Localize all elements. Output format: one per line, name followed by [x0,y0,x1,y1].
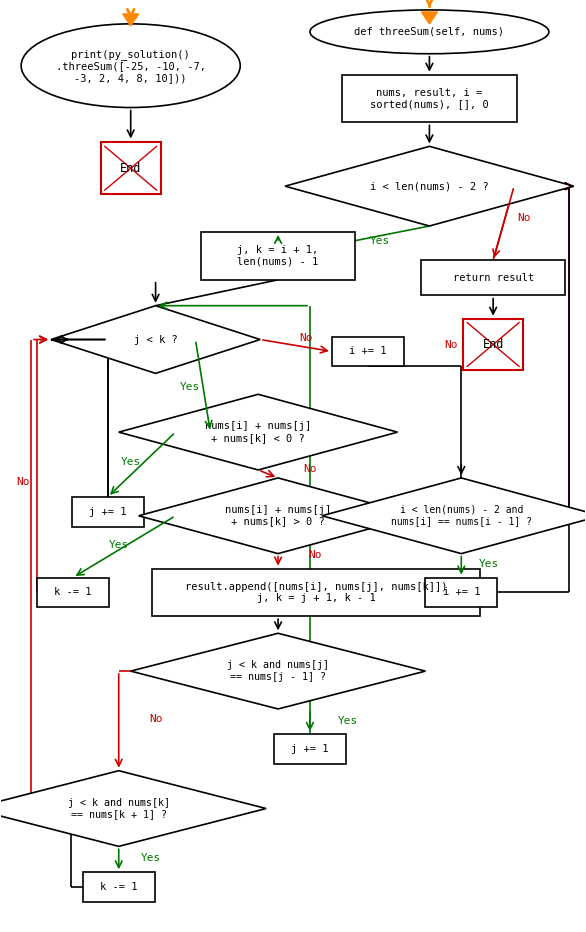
Text: result.append([nums[i], nums[j], nums[k]])
j, k = j + 1, k - 1: result.append([nums[i], nums[j], nums[k]… [185,582,447,603]
Text: End: End [482,338,504,351]
Text: End: End [120,162,141,175]
Text: j < k ?: j < k ? [134,335,178,345]
FancyBboxPatch shape [152,569,480,616]
Text: Yes: Yes [370,236,390,246]
Text: i += 1: i += 1 [349,347,386,356]
FancyBboxPatch shape [421,260,565,295]
Text: i += 1: i += 1 [442,587,480,597]
Text: No: No [445,339,458,350]
FancyBboxPatch shape [425,578,497,608]
Text: Yes: Yes [121,457,141,467]
Ellipse shape [310,10,549,54]
Polygon shape [285,146,574,226]
Text: j < k and nums[j]
== nums[j - 1] ?: j < k and nums[j] == nums[j - 1] ? [227,660,329,682]
Polygon shape [122,14,139,26]
FancyBboxPatch shape [342,75,516,122]
Text: Yes: Yes [141,854,161,863]
Text: j += 1: j += 1 [291,744,329,754]
Text: Yes: Yes [338,716,358,726]
Text: j += 1: j += 1 [89,507,127,516]
Text: k -= 1: k -= 1 [54,587,91,597]
Polygon shape [0,771,266,846]
FancyBboxPatch shape [201,232,355,280]
Text: No: No [149,714,162,724]
Text: return result: return result [452,273,534,282]
Polygon shape [119,394,397,470]
Text: i < len(nums) - 2 ?: i < len(nums) - 2 ? [370,181,489,191]
Text: No: No [16,477,30,487]
FancyBboxPatch shape [464,319,523,370]
Text: def threeSum(self, nums): def threeSum(self, nums) [355,27,505,37]
Text: nums[i] + nums[j]
+ nums[k] > 0 ?: nums[i] + nums[j] + nums[k] > 0 ? [225,505,331,527]
Text: No: No [308,550,322,559]
Polygon shape [421,12,437,24]
Text: nums[i] + nums[j]
+ nums[k] < 0 ?: nums[i] + nums[j] + nums[k] < 0 ? [205,421,311,443]
Polygon shape [51,306,260,374]
Text: j, k = i + 1,
len(nums) - 1: j, k = i + 1, len(nums) - 1 [237,245,319,267]
Text: No: No [303,464,316,474]
Polygon shape [139,478,417,554]
Ellipse shape [21,24,240,107]
Text: Yes: Yes [479,558,499,569]
Text: Yes: Yes [180,382,200,392]
FancyBboxPatch shape [101,143,161,194]
Polygon shape [131,633,425,709]
Text: k -= 1: k -= 1 [100,883,138,892]
FancyBboxPatch shape [332,336,404,366]
FancyBboxPatch shape [37,578,109,608]
Text: i < len(nums) - 2 and
nums[i] == nums[i - 1] ?: i < len(nums) - 2 and nums[i] == nums[i … [391,505,532,527]
Polygon shape [322,478,586,554]
FancyBboxPatch shape [72,497,144,527]
FancyBboxPatch shape [83,872,155,902]
Text: Yes: Yes [108,540,129,550]
Text: print(py_solution()
.threeSum([-25, -10, -7,
-3, 2, 4, 8, 10])): print(py_solution() .threeSum([-25, -10,… [56,48,206,83]
Text: nums, result, i =
sorted(nums), [], 0: nums, result, i = sorted(nums), [], 0 [370,88,489,109]
Text: j < k and nums[k]
== nums[k + 1] ?: j < k and nums[k] == nums[k + 1] ? [68,798,170,819]
Text: No: No [299,333,313,343]
Text: No: No [517,213,531,223]
FancyBboxPatch shape [274,733,346,763]
